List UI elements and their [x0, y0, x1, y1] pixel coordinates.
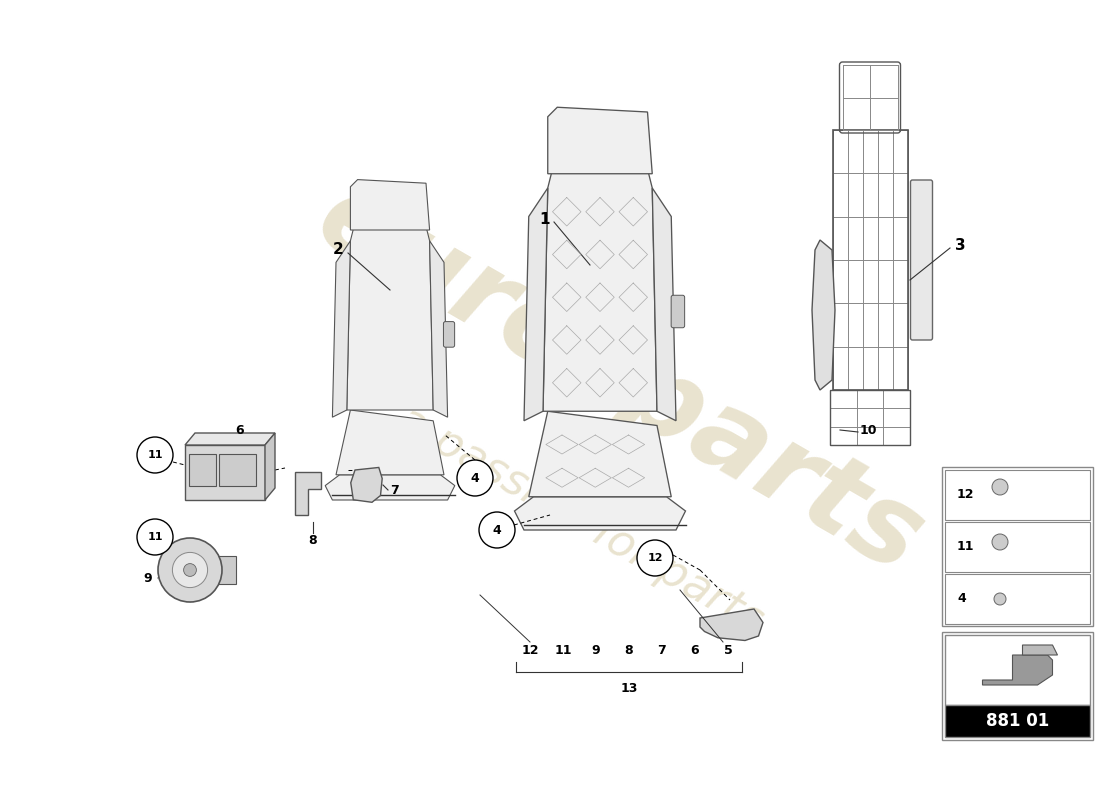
- Polygon shape: [351, 180, 430, 230]
- Polygon shape: [346, 226, 433, 410]
- Polygon shape: [543, 169, 657, 411]
- Text: a passion for parts: a passion for parts: [389, 398, 770, 642]
- Text: 11: 11: [147, 532, 163, 542]
- FancyBboxPatch shape: [443, 322, 454, 347]
- Text: eurosparts: eurosparts: [299, 164, 942, 596]
- Text: 12: 12: [521, 643, 539, 657]
- Text: 5: 5: [724, 643, 733, 657]
- Circle shape: [173, 552, 208, 587]
- Text: 2: 2: [332, 242, 343, 258]
- FancyBboxPatch shape: [671, 295, 684, 328]
- Polygon shape: [812, 240, 835, 390]
- Circle shape: [992, 534, 1008, 550]
- FancyBboxPatch shape: [945, 635, 1090, 705]
- Polygon shape: [652, 188, 676, 421]
- Text: 8: 8: [625, 643, 634, 657]
- Circle shape: [138, 519, 173, 555]
- Text: 7: 7: [658, 643, 667, 657]
- Polygon shape: [548, 107, 652, 174]
- Text: 3: 3: [955, 238, 966, 253]
- Text: 7: 7: [390, 483, 398, 497]
- Text: 9: 9: [144, 571, 152, 585]
- FancyBboxPatch shape: [219, 454, 256, 486]
- Polygon shape: [430, 241, 448, 418]
- Polygon shape: [295, 472, 320, 514]
- Polygon shape: [700, 609, 763, 641]
- Text: 6: 6: [691, 643, 700, 657]
- Text: 4: 4: [471, 471, 480, 485]
- Polygon shape: [336, 410, 444, 475]
- Polygon shape: [265, 433, 275, 500]
- Text: 10: 10: [860, 423, 878, 437]
- Polygon shape: [982, 655, 1053, 685]
- Circle shape: [184, 563, 197, 576]
- Text: 9: 9: [592, 643, 601, 657]
- Polygon shape: [185, 445, 265, 500]
- FancyBboxPatch shape: [189, 454, 216, 486]
- Polygon shape: [185, 433, 275, 445]
- Text: 4: 4: [493, 523, 502, 537]
- Circle shape: [992, 479, 1008, 495]
- FancyBboxPatch shape: [945, 574, 1090, 624]
- Text: 11: 11: [554, 643, 572, 657]
- Circle shape: [637, 540, 673, 576]
- Text: 11: 11: [147, 450, 163, 460]
- Circle shape: [994, 593, 1006, 605]
- Polygon shape: [332, 241, 351, 418]
- Circle shape: [158, 538, 222, 602]
- Polygon shape: [529, 411, 671, 497]
- Polygon shape: [1023, 645, 1057, 655]
- FancyBboxPatch shape: [911, 180, 933, 340]
- FancyBboxPatch shape: [208, 556, 235, 584]
- Text: 6: 6: [235, 423, 244, 437]
- Text: 13: 13: [620, 682, 638, 694]
- Text: 4: 4: [957, 593, 966, 606]
- FancyBboxPatch shape: [945, 470, 1090, 520]
- Polygon shape: [351, 467, 382, 502]
- Text: 8: 8: [309, 534, 317, 546]
- Text: 12: 12: [647, 553, 662, 563]
- Text: 11: 11: [957, 541, 975, 554]
- Polygon shape: [326, 475, 454, 500]
- FancyBboxPatch shape: [945, 705, 1090, 737]
- Text: 12: 12: [957, 489, 975, 502]
- Text: 881 01: 881 01: [986, 712, 1049, 730]
- FancyBboxPatch shape: [945, 522, 1090, 572]
- Text: 1: 1: [540, 213, 550, 227]
- Circle shape: [478, 512, 515, 548]
- Circle shape: [138, 437, 173, 473]
- Polygon shape: [524, 188, 548, 421]
- Circle shape: [456, 460, 493, 496]
- Polygon shape: [515, 497, 685, 530]
